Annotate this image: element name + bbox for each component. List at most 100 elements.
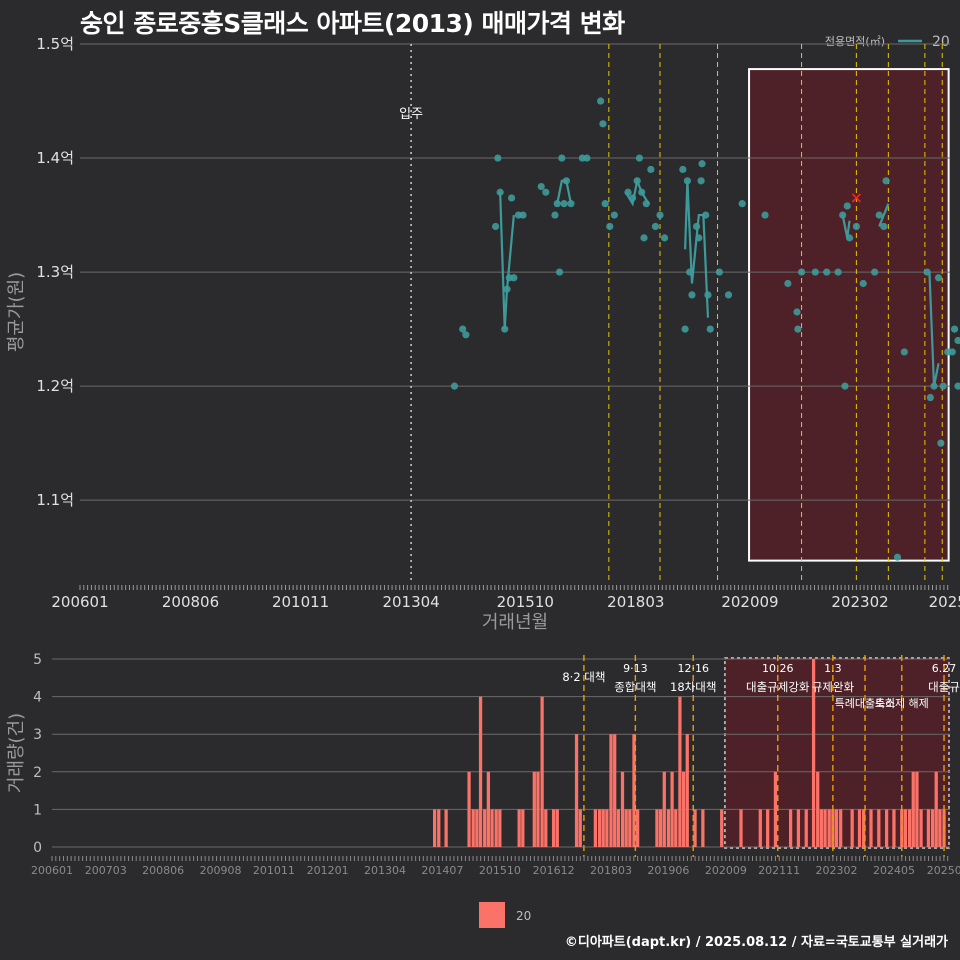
top-x-tick-label: 2025 (929, 593, 960, 611)
volume-bar (823, 809, 827, 847)
top-x-tick-label: 202009 (721, 593, 778, 611)
top-x-axis-title: 거래년월 (482, 612, 548, 633)
volume-bar (938, 809, 942, 847)
volume-bar (685, 734, 689, 847)
volume-bar (827, 809, 831, 847)
price-point (811, 268, 819, 276)
top-y-tick-label: 1.5억 (36, 35, 74, 53)
volume-bar (471, 809, 475, 847)
price-point (624, 188, 632, 196)
policy-name-label: 대출규 (928, 680, 960, 694)
top-x-tick-label: 201304 (382, 593, 439, 611)
price-point (948, 348, 956, 356)
volume-bar (632, 734, 636, 847)
price-point (793, 308, 801, 316)
price-trend-line (684, 180, 710, 318)
volume-bar (601, 809, 605, 847)
price-point (519, 211, 527, 219)
price-point (496, 188, 504, 196)
price-point (859, 279, 867, 288)
price-point (562, 177, 570, 185)
volume-bar (862, 809, 866, 847)
volume-bar (578, 809, 582, 847)
bottom-legend: 20 (479, 902, 531, 928)
price-point (635, 154, 644, 162)
price-point (683, 177, 692, 185)
price-point (686, 268, 694, 276)
bottom-x-tick-label: 200601 (31, 864, 73, 877)
price-point (698, 160, 706, 168)
volume-bar (739, 809, 743, 847)
volume-bar (478, 696, 483, 847)
price-point (503, 285, 511, 293)
price-point (724, 291, 733, 299)
price-point (542, 188, 550, 196)
price-point (560, 200, 568, 208)
bottom-y-tick-label: 0 (33, 840, 42, 856)
price-point (601, 200, 609, 208)
policy-date-label: 12·16 (677, 662, 709, 675)
bottom-x-tick-label: 201612 (533, 864, 575, 877)
volume-bar (919, 809, 923, 847)
bottom-x-tick-label: 202508 (927, 864, 960, 877)
top-legend-title: 전용면적(㎡) (825, 35, 885, 48)
top-x-tick-label: 200806 (162, 593, 219, 611)
volume-bar (467, 771, 471, 847)
volume-bar (490, 809, 494, 847)
top-x-tick-label: 201803 (607, 593, 664, 611)
top-legend-label: 20 (932, 34, 950, 50)
top-y-tick-label: 1.2억 (36, 377, 74, 395)
volume-bar (536, 771, 540, 847)
top-x-tick-label: 200601 (51, 593, 108, 611)
price-point (610, 211, 618, 219)
price-point (606, 222, 614, 231)
volume-bar (892, 809, 896, 847)
volume-bar (498, 809, 502, 847)
bottom-x-tick-label: 201201 (307, 864, 349, 877)
volume-bar (662, 771, 666, 847)
bottom-x-tick-label: 200908 (200, 864, 242, 877)
price-point (679, 165, 687, 174)
price-point (567, 200, 575, 208)
volume-bar (613, 734, 617, 847)
bottom-legend-swatch (479, 902, 505, 928)
volume-bar (437, 809, 441, 847)
source-credit: ©디아파트(dapt.kr) / 2025.08.12 / 자료=국토교통부 실… (564, 935, 948, 950)
volume-bar (574, 734, 579, 847)
volume-bar (766, 809, 770, 847)
policy-date-label: 9·13 (623, 662, 648, 675)
price-point (871, 268, 879, 276)
volume-bar (811, 659, 816, 847)
price-point (937, 439, 945, 447)
policy-date-label: 1.3 (824, 662, 842, 675)
volume-bar (877, 809, 881, 847)
bottom-x-tick-label: 201803 (590, 864, 632, 877)
bottom-legend-label: 20 (516, 909, 531, 923)
top-axis-layer: 1.1억 1.2억 1.3억 1.4억 1.5억 200601 200806 201011 20… (6, 35, 960, 633)
volume-bar (483, 809, 487, 847)
volume-bar (486, 771, 490, 847)
price-point (702, 211, 710, 219)
volume-bar (926, 809, 931, 847)
price-point (880, 222, 888, 231)
top-y-tick-label: 1.3억 (36, 263, 74, 281)
volume-bar (605, 809, 609, 847)
bottom-x-tick-label: 200703 (85, 864, 127, 877)
bottom-axis-layer: 0 1 2 3 4 5 200601 200703 200806 200908 201011 2012… (6, 652, 960, 877)
volume-bar (432, 809, 437, 847)
price-point (491, 222, 500, 231)
price-point (640, 234, 648, 242)
bottom-x-tick-label: 201011 (253, 864, 295, 877)
price-point (462, 331, 470, 339)
price-point (510, 274, 518, 282)
volume-bar (616, 809, 620, 847)
top-x-tick-label: 202302 (831, 593, 888, 611)
volume-bar (773, 771, 778, 847)
price-point (688, 291, 696, 299)
policy-name-label: 토허제 해제 (875, 696, 929, 710)
price-point (494, 154, 502, 162)
volume-bar (850, 809, 854, 847)
price-point (934, 274, 943, 282)
top-marker-layer (851, 193, 861, 203)
bottom-y-tick-label: 2 (33, 765, 42, 781)
